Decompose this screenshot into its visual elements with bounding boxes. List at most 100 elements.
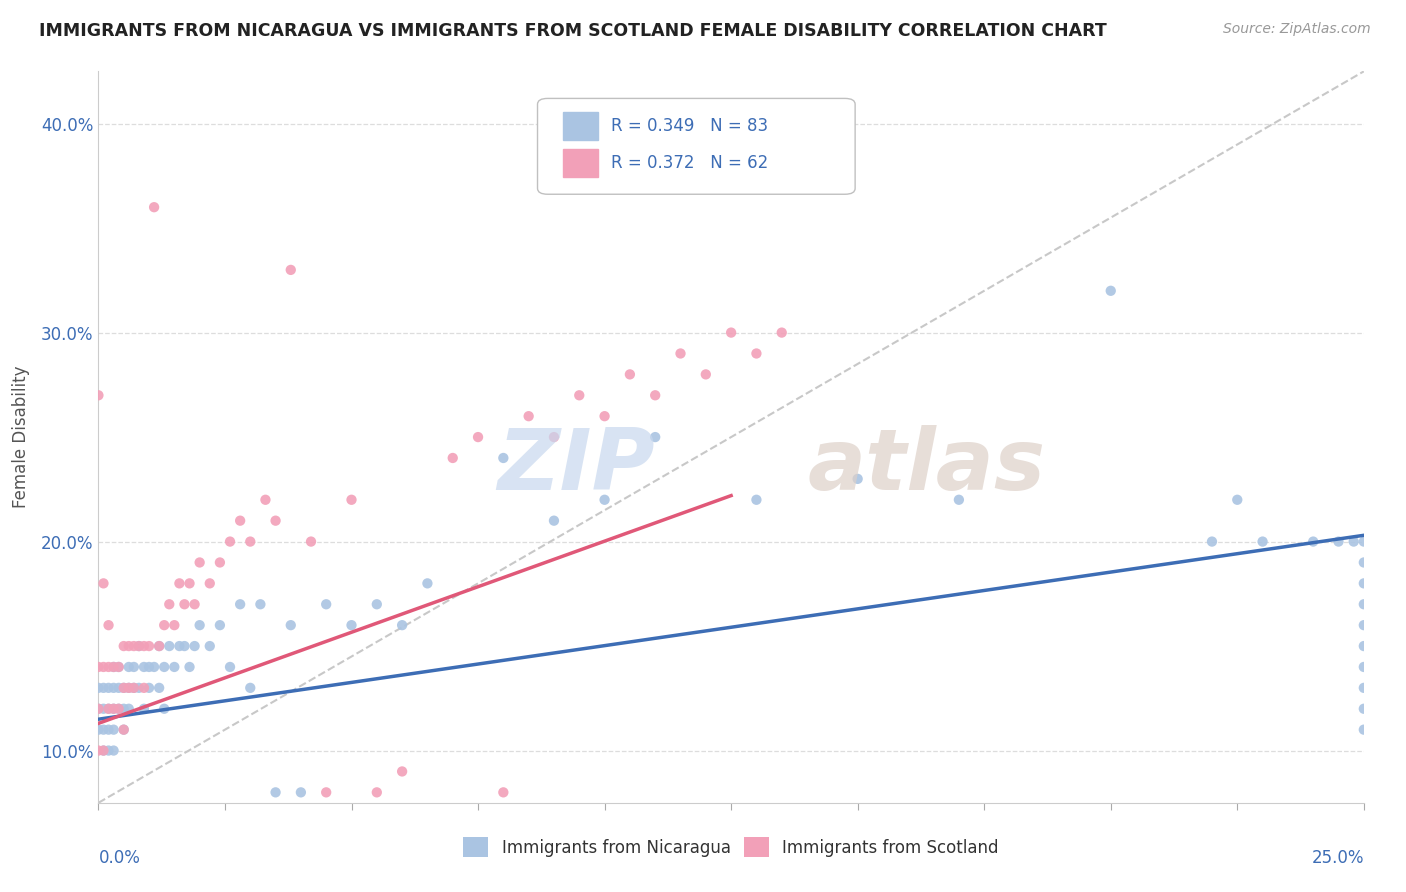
Y-axis label: Female Disability: Female Disability (11, 366, 30, 508)
Point (315, 597, 337, 611)
Point (1353, 639, 1375, 653)
Point (340, 492, 363, 507)
Point (1353, 556, 1375, 570)
Point (366, 597, 388, 611)
Point (103, 681, 125, 695)
Point (87, 681, 110, 695)
Point (299, 534, 322, 549)
Point (644, 388, 666, 402)
Point (118, 681, 141, 695)
Point (157, 639, 180, 653)
Point (112, 723, 135, 737)
Point (107, 681, 129, 695)
Point (340, 618, 363, 632)
Point (107, 702, 129, 716)
Point (87, 743, 110, 757)
Point (280, 618, 302, 632)
Point (391, 764, 413, 779)
Point (745, 346, 768, 360)
Point (208, 556, 231, 570)
Text: 0.0%: 0.0% (98, 849, 141, 867)
Point (132, 639, 155, 653)
Point (132, 681, 155, 695)
Text: IMMIGRANTS FROM NICARAGUA VS IMMIGRANTS FROM SCOTLAND FEMALE DISABILITY CORRELAT: IMMIGRANTS FROM NICARAGUA VS IMMIGRANTS … (39, 22, 1107, 40)
Point (1353, 660, 1375, 674)
Point (280, 263, 302, 277)
Point (416, 576, 439, 591)
Point (122, 639, 145, 653)
Point (112, 681, 135, 695)
Point (103, 702, 125, 716)
Point (239, 681, 262, 695)
Text: Source: ZipAtlas.com: Source: ZipAtlas.com (1223, 22, 1371, 37)
Point (492, 785, 515, 799)
Point (219, 660, 242, 674)
Point (112, 681, 135, 695)
Point (366, 785, 388, 799)
Text: R = 0.349   N = 83: R = 0.349 N = 83 (610, 117, 768, 136)
Point (517, 409, 540, 424)
Point (1353, 597, 1375, 611)
Text: 25.0%: 25.0% (1312, 849, 1364, 867)
Point (1251, 534, 1274, 549)
Point (249, 597, 271, 611)
Point (143, 200, 166, 214)
Point (103, 743, 125, 757)
Point (93, 743, 115, 757)
FancyBboxPatch shape (537, 98, 855, 194)
Bar (562, 149, 599, 177)
Point (593, 409, 616, 424)
Point (93, 576, 115, 591)
Point (169, 576, 191, 591)
Point (179, 576, 201, 591)
Point (720, 326, 742, 340)
Point (148, 639, 170, 653)
Point (107, 702, 129, 716)
Point (148, 639, 170, 653)
Point (128, 639, 150, 653)
Point (122, 681, 145, 695)
Point (148, 681, 170, 695)
Point (97, 723, 120, 737)
Point (568, 388, 591, 402)
Point (132, 702, 155, 716)
Point (1353, 681, 1375, 695)
Point (118, 639, 141, 653)
Point (112, 723, 135, 737)
Point (93, 723, 115, 737)
Point (97, 702, 120, 716)
Point (183, 597, 205, 611)
Point (132, 660, 155, 674)
Point (107, 660, 129, 674)
Point (229, 597, 252, 611)
Point (97, 743, 120, 757)
Point (97, 618, 120, 632)
Point (492, 450, 515, 465)
Point (93, 702, 115, 716)
Point (264, 785, 287, 799)
Point (770, 326, 793, 340)
Point (179, 660, 201, 674)
Point (1353, 618, 1375, 632)
Point (208, 618, 231, 632)
Point (93, 681, 115, 695)
Point (87, 388, 110, 402)
Point (138, 681, 160, 695)
Point (122, 660, 145, 674)
Point (1353, 534, 1375, 549)
Point (93, 743, 115, 757)
Point (118, 702, 141, 716)
Point (112, 702, 135, 716)
Point (87, 723, 110, 737)
Point (948, 492, 970, 507)
Point (219, 534, 242, 549)
Point (254, 492, 277, 507)
Point (112, 639, 135, 653)
Point (173, 639, 195, 653)
Point (169, 639, 191, 653)
Point (97, 702, 120, 716)
Point (138, 660, 160, 674)
Point (441, 450, 464, 465)
Point (97, 660, 120, 674)
Point (543, 514, 565, 528)
